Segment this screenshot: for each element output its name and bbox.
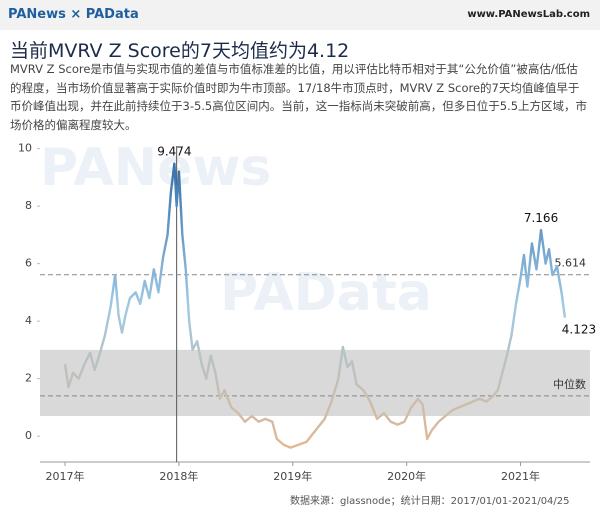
- chart-subtitle: MVRV Z Score是市值与实现市值的差值与市值标准差的比值，用以评估比特币…: [10, 62, 588, 132]
- watermark: PAData: [220, 263, 432, 323]
- header-bar: PANews × PAData www.PANewsLab.com: [0, 0, 600, 30]
- y-tick-label: 0: [25, 429, 32, 442]
- reference-label: 中位数: [553, 377, 586, 391]
- x-tick-label: 2021年: [501, 469, 540, 483]
- site-url: www.PANewsLab.com: [467, 9, 590, 20]
- y-tick-label: 8: [25, 199, 32, 212]
- y-tick-label: 2: [25, 372, 32, 385]
- x-tick-label: 2017年: [46, 469, 85, 483]
- chart-title: 当前MVRV Z Score的7天均值约为4.12: [10, 40, 350, 62]
- annotation: 7.166: [524, 211, 558, 225]
- annotation: 9.474: [157, 145, 191, 159]
- reference-label: 5.614: [555, 257, 587, 270]
- line: [63, 162, 567, 449]
- annotation: 4.123: [562, 323, 596, 337]
- y-tick-label: 6: [25, 257, 32, 270]
- y-tick-label: 10: [18, 142, 32, 155]
- source: 数据来源：glassnode；统计日期：2017/01/01-2021/04/2…: [290, 494, 570, 507]
- y-tick-label: 4: [25, 314, 32, 327]
- x-tick-label: 2020年: [387, 469, 426, 483]
- watermark: PANews: [40, 138, 271, 198]
- band: [40, 349, 590, 416]
- logo: PANews × PAData: [8, 7, 139, 22]
- x-tick-label: 2019年: [273, 469, 312, 483]
- x-tick-label: 2018年: [159, 469, 198, 483]
